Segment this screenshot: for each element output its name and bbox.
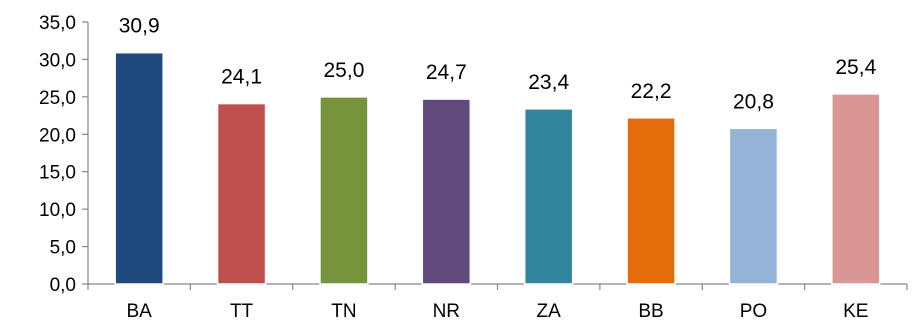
bar-bb bbox=[626, 117, 676, 285]
x-tick-label: ZA bbox=[537, 301, 562, 322]
data-label-bb: 22,2 bbox=[631, 80, 672, 103]
bar-ba bbox=[114, 51, 164, 285]
bar-nr bbox=[421, 98, 472, 285]
y-tick-label: 30,0 bbox=[39, 50, 76, 71]
x-tick-label: TN bbox=[331, 301, 356, 322]
x-tick-label: TT bbox=[230, 301, 254, 322]
x-axis: BA TT TN NR ZA BB PO KE bbox=[87, 283, 908, 322]
bar-za bbox=[523, 108, 574, 285]
bar-po bbox=[728, 127, 779, 285]
y-tick-label: 10,0 bbox=[39, 200, 76, 221]
bar-tn bbox=[319, 96, 369, 285]
bar-ke bbox=[831, 93, 881, 285]
data-label-za: 23,4 bbox=[528, 71, 569, 94]
y-tick-label: 5,0 bbox=[50, 238, 76, 259]
y-tick-label: 35,0 bbox=[39, 13, 76, 34]
data-labels: 30,9 24,1 25,0 24,7 23,4 22,2 20,8 25,4 bbox=[119, 15, 877, 114]
data-label-tn: 25,0 bbox=[324, 59, 365, 82]
x-tick-label: BB bbox=[638, 301, 663, 322]
y-tick-label: 0,0 bbox=[50, 275, 76, 296]
x-tick-label: KE bbox=[843, 301, 868, 322]
data-label-po: 20,8 bbox=[733, 90, 774, 113]
x-tick-label: NR bbox=[433, 301, 460, 322]
data-label-ba: 30,9 bbox=[119, 15, 160, 38]
y-tick-label: 25,0 bbox=[39, 88, 76, 109]
x-tick-label: PO bbox=[740, 301, 767, 322]
data-label-nr: 24,7 bbox=[426, 61, 467, 84]
data-label-ke: 25,4 bbox=[835, 56, 876, 79]
x-tick-label: BA bbox=[127, 301, 153, 322]
y-tick-label: 20,0 bbox=[39, 125, 76, 146]
bars bbox=[114, 51, 881, 285]
y-axis: 0,0 5,0 10,0 15,0 20,0 25,0 30,0 35,0 bbox=[39, 13, 89, 296]
data-label-tt: 24,1 bbox=[221, 66, 262, 89]
y-tick-label: 15,0 bbox=[39, 163, 76, 184]
bar-tt bbox=[216, 102, 267, 285]
